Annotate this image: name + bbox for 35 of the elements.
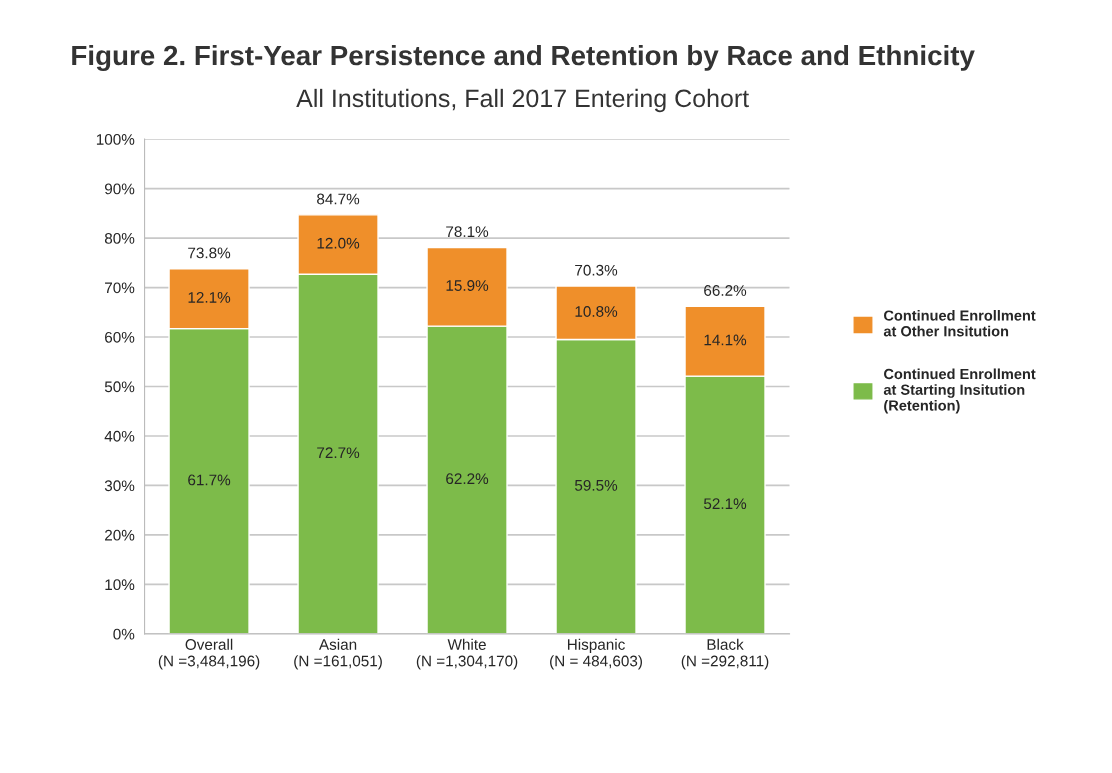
data-label: 61.7% xyxy=(188,474,231,486)
total-label: 73.8% xyxy=(188,247,231,259)
y-tick-label: 0% xyxy=(113,628,135,640)
chart-subtitle: All Institutions, Fall 2017 Entering Cohort xyxy=(296,88,749,113)
total-label: 78.1% xyxy=(446,226,489,238)
x-tick-label: Overall (N =3,484,196) xyxy=(158,638,260,670)
legend-label: Continued Enrollment at Other Insitution xyxy=(883,309,1036,337)
data-label: 10.8% xyxy=(575,306,618,317)
total-label: 66.2% xyxy=(704,285,747,296)
y-tick-label: 90% xyxy=(104,183,135,195)
data-label: 14.1% xyxy=(704,334,747,346)
y-tick-label: 100% xyxy=(96,134,135,145)
y-tick-label: 20% xyxy=(105,529,135,541)
data-label: 15.9% xyxy=(446,280,489,291)
y-tick-label: 30% xyxy=(104,480,135,492)
data-label: 12.1% xyxy=(188,291,231,303)
y-tick-label: 70% xyxy=(105,282,135,294)
x-tick-label: Hispanic (N = 484,603) xyxy=(550,638,643,670)
legend-label: Continued Enrollment at Starting Insitution (Retention) xyxy=(883,368,1036,414)
y-tick-label: 60% xyxy=(105,331,135,343)
y-tick-label: 40% xyxy=(104,430,135,442)
x-tick-label: Black (N =292,811) xyxy=(681,638,769,670)
data-label: 72.7% xyxy=(317,447,360,459)
data-label: 59.5% xyxy=(574,479,618,491)
data-label: 62.2% xyxy=(446,473,489,485)
y-tick-label: 10% xyxy=(105,579,135,591)
total-label: 70.3% xyxy=(575,264,618,276)
data-label: 52.1% xyxy=(703,498,747,510)
y-tick-label: 50% xyxy=(104,381,135,393)
x-tick-label: Asian (N =161,051) xyxy=(294,638,382,670)
data-label: 12.0% xyxy=(317,237,360,249)
x-tick-label: White (N =1,304,170) xyxy=(416,638,518,670)
chart-title: Figure 2. First-Year Persistence and Retention by Race and Ethnicity xyxy=(72,44,975,71)
y-tick-label: 80% xyxy=(104,232,135,244)
total-label: 84.7% xyxy=(317,193,360,205)
